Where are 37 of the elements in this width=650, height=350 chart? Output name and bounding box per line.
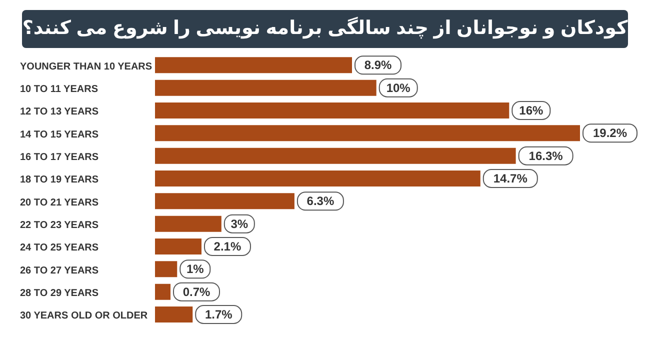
data-label: 1% — [186, 262, 204, 276]
y-tick-label: 22 TO 23 YEARS — [20, 220, 99, 231]
bar — [155, 80, 376, 96]
bar — [155, 57, 352, 74]
data-label: 16.3% — [528, 148, 564, 163]
y-tick-label: 12 TO 13 YEARS — [20, 106, 99, 118]
data-label: 16% — [519, 104, 544, 118]
data-label: 0.7% — [182, 284, 210, 299]
y-tick-label: 10 TO 11 YEARS — [20, 84, 98, 95]
data-label: 2.1% — [214, 240, 242, 254]
y-tick-label: 16 TO 17 YEARS — [20, 152, 99, 163]
y-tick-label: 14 TO 15 YEARS — [20, 129, 99, 140]
bar — [155, 102, 510, 119]
chart-title: کودکان و نوجوانان از چند سالگی برنامه نویسی را شروع می کنند؟ — [22, 10, 628, 48]
bar — [155, 306, 193, 323]
bar — [155, 125, 580, 142]
y-tick-label: 20 TO 21 YEARS — [20, 197, 99, 208]
data-label: 3% — [230, 216, 248, 231]
y-tick-label: YOUNGER THAN 10 YEARS — [20, 61, 152, 72]
bar — [155, 261, 178, 278]
data-label: 10% — [386, 80, 411, 95]
data-label: 19.2% — [592, 126, 628, 140]
bar — [155, 216, 222, 232]
y-tick-label: 30 YEARS OLD OR OLDER — [20, 310, 148, 322]
y-tick-label: 28 TO 29 YEARS — [20, 288, 99, 299]
bar — [155, 148, 516, 164]
bar — [155, 238, 202, 255]
bar — [155, 193, 294, 210]
data-label: 14.7% — [493, 172, 528, 186]
data-label: 1.7% — [204, 308, 233, 322]
bar — [155, 284, 170, 300]
y-tick-label: 24 TO 25 YEARS — [20, 242, 99, 254]
y-tick-label: 18 TO 19 YEARS — [20, 174, 99, 186]
data-label: 6.3% — [306, 194, 334, 208]
y-tick-label: 26 TO 27 YEARS — [20, 265, 99, 276]
bar — [155, 170, 480, 187]
data-label: 8.9% — [364, 58, 392, 72]
